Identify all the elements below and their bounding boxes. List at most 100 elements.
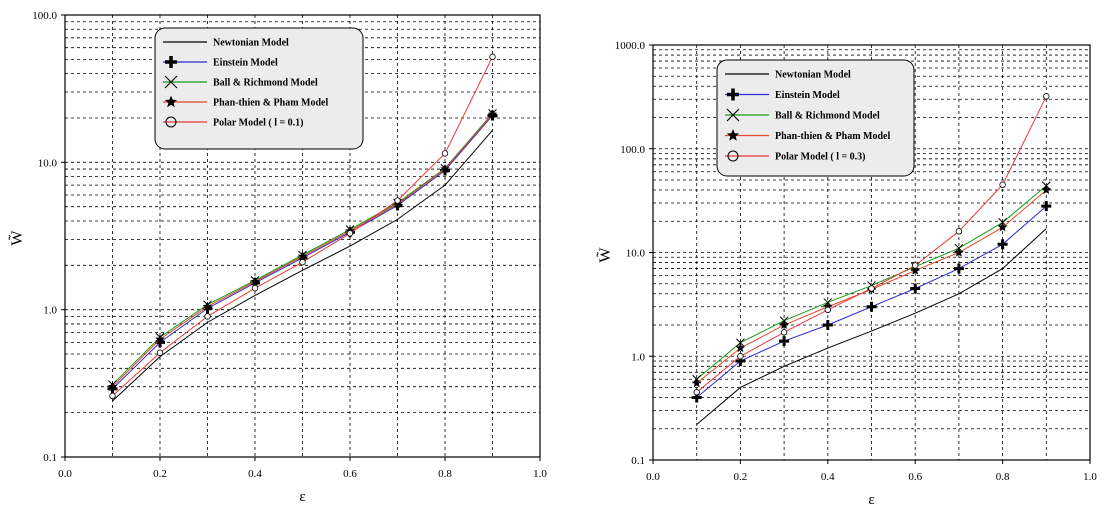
data-point-circle — [156, 349, 164, 356]
grid — [65, 15, 540, 457]
legend-label: Einstein Model — [213, 58, 278, 69]
data-point-circle — [299, 258, 306, 266]
x-tick-label: 0.2 — [153, 468, 167, 480]
data-point-star — [910, 265, 920, 275]
legend-marker-plus — [165, 56, 177, 68]
legend-marker-star — [164, 95, 178, 108]
data-point-plus — [910, 283, 921, 294]
legend-label: Ball & Richmond Model — [213, 78, 318, 89]
legend-marker-cross — [164, 75, 178, 89]
y-tick-label: 1000.0 — [615, 40, 646, 52]
chart-right: 0.0 0.2 0.4 0.6 0.8 1.0 0.1 1.0 10.0 100.0 1000.0 ε… — [596, 40, 1097, 508]
data-point-star — [735, 343, 746, 353]
x-axis-label: ε — [868, 492, 874, 508]
series-line — [112, 129, 493, 402]
x-tick-label: 0.2 — [734, 471, 748, 483]
chart-left: 0.0 0.2 0.4 0.6 0.8 1.0 0.1 1.0 10.0 100.0 ε W̃ Newt… — [8, 10, 547, 505]
series-4 — [693, 93, 1050, 396]
data-point-circle — [251, 284, 259, 292]
x-tick-label: 0.8 — [438, 468, 452, 480]
data-point-star — [297, 251, 308, 261]
data-point-star — [1041, 185, 1052, 195]
y-axis-label: W̃ — [596, 247, 614, 263]
y-tick-label: 0.1 — [43, 452, 57, 464]
x-tick-label: 0.4 — [821, 471, 835, 483]
plot-frame — [64, 14, 541, 458]
legend-marker-plus — [727, 88, 739, 101]
y-tick-label: 100.0 — [32, 10, 57, 22]
data-point-circle — [109, 392, 116, 400]
data-point-circle — [868, 285, 875, 292]
y-tick-label: 0.1 — [631, 455, 645, 467]
x-tick-label: 0.0 — [58, 468, 72, 480]
y-tick-label: 10.0 — [626, 248, 646, 260]
legend-label: Polar Model ( l = 0.3) — [775, 152, 866, 163]
data-point-circle — [999, 181, 1006, 188]
x-tick-label: 0.8 — [996, 471, 1010, 483]
data-point-plus — [953, 263, 964, 274]
y-tick-label: 100.0 — [620, 144, 645, 156]
data-point-star — [250, 276, 260, 286]
data-point-circle — [346, 230, 354, 237]
legend-marker-star — [726, 129, 740, 141]
data-point-star — [779, 320, 789, 330]
data-point-circle — [912, 262, 919, 269]
legend-marker-circle — [165, 116, 177, 128]
legend-marker-circle — [727, 150, 739, 162]
series-line — [696, 228, 1047, 425]
y-axis-label: W̃ — [8, 230, 26, 246]
x-tick-label: 1.0 — [1083, 471, 1097, 483]
y-tick-label: 10.0 — [38, 157, 58, 169]
legend-label: Newtonian Model — [775, 70, 851, 81]
legend-label: Phan-thien & Pham Model — [775, 131, 891, 142]
data-point-star — [202, 301, 213, 311]
x-tick-label: 0.0 — [646, 471, 660, 483]
legend-label: Einstein Model — [775, 90, 840, 101]
data-point-circle — [489, 53, 496, 61]
data-point-star — [954, 247, 964, 257]
data-point-circle — [780, 329, 788, 336]
data-point-plus — [779, 336, 790, 347]
x-tick-label: 0.6 — [908, 471, 922, 483]
data-point-circle — [824, 306, 831, 314]
data-point-star — [997, 222, 1008, 232]
legend: Newtonian Model Einstein Model Ball & Rich… — [154, 27, 364, 150]
data-point-circle — [1043, 93, 1050, 100]
data-point-circle — [737, 353, 744, 360]
series-0 — [696, 228, 1047, 425]
data-point-circle — [204, 313, 211, 320]
data-point-plus — [1041, 201, 1052, 212]
data-point-circle — [394, 197, 401, 204]
legend-label: Phan-thien & Pham Model — [213, 98, 329, 109]
legend-box — [716, 59, 915, 177]
data-point-star — [691, 378, 702, 388]
data-point-plus — [866, 301, 877, 312]
y-tick-label: 1.0 — [43, 305, 57, 317]
legend: Newtonian Model Einstein Model Ball & Rich… — [716, 59, 915, 177]
x-axis-label: ε — [299, 489, 305, 505]
y-tick-label: 1.0 — [631, 351, 645, 363]
legend-marker-cross — [726, 108, 740, 122]
data-point-circle — [441, 150, 449, 157]
legend-label: Newtonian Model — [213, 38, 289, 49]
data-point-star — [440, 164, 450, 174]
data-point-star — [487, 109, 498, 119]
data-point-star — [155, 334, 165, 344]
legend-label: Polar Model ( l = 0.1) — [213, 118, 304, 129]
legend-label: Ball & Richmond Model — [775, 111, 880, 122]
data-point-star — [107, 381, 118, 391]
data-point-plus — [997, 239, 1008, 250]
series-1 — [691, 201, 1052, 403]
data-point-circle — [693, 389, 700, 396]
data-point-plus — [822, 320, 833, 331]
legend-box — [154, 27, 364, 150]
x-tick-label: 1.0 — [533, 468, 547, 480]
x-tick-label: 0.6 — [343, 468, 357, 480]
data-point-circle — [955, 228, 963, 235]
series-4 — [109, 53, 496, 400]
x-tick-label: 0.4 — [248, 468, 262, 480]
series-0 — [112, 129, 493, 402]
data-point-star — [823, 301, 833, 311]
data-point-cross — [736, 338, 745, 348]
